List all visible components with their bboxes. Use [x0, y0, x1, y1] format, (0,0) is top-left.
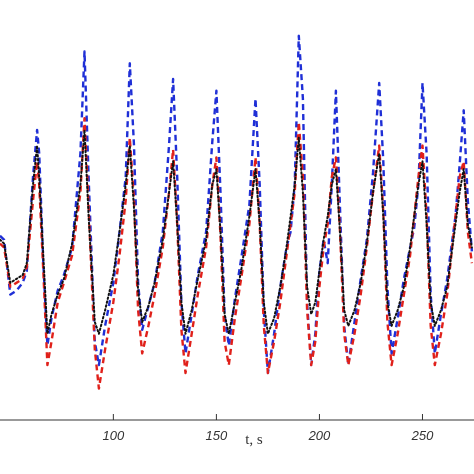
series-layer: [0, 34, 474, 390]
x-tick-label: 150: [206, 428, 228, 443]
series-line-1: [0, 34, 474, 375]
x-ticks: 100 150 200 250: [102, 414, 434, 443]
series-line-3: [0, 128, 473, 335]
x-tick-label: 200: [308, 428, 331, 443]
x-tick-label: 100: [102, 428, 124, 443]
x-axis-title: t, s: [245, 432, 263, 448]
x-tick-label: 250: [411, 428, 434, 443]
